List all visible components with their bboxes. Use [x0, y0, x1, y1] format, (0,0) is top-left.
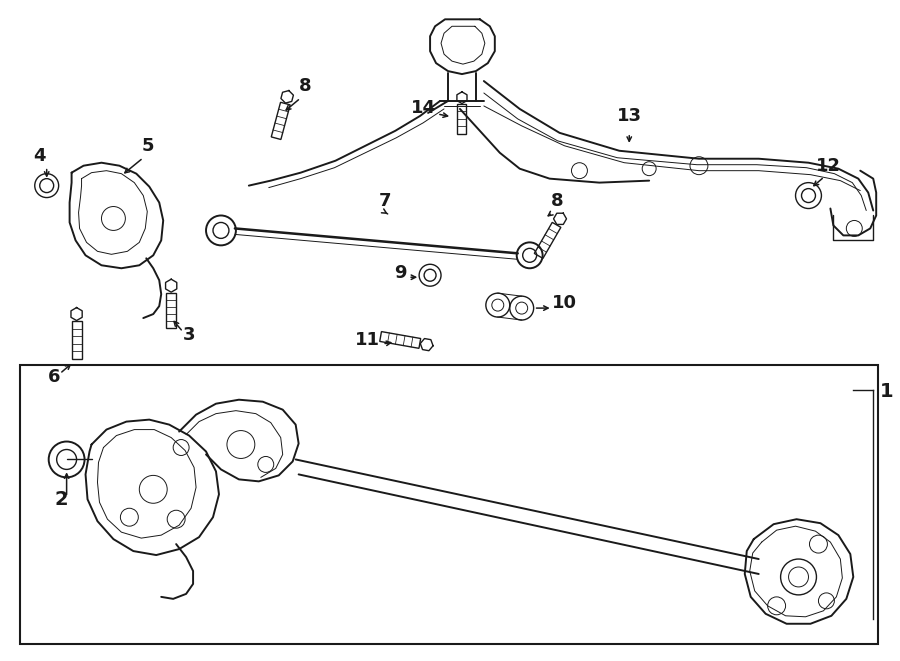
Text: 12: 12	[816, 157, 841, 175]
Text: 2: 2	[55, 490, 68, 509]
Text: 4: 4	[33, 147, 46, 165]
Text: 8: 8	[300, 77, 312, 95]
Text: 8: 8	[551, 192, 564, 210]
Text: 5: 5	[142, 137, 155, 155]
Text: 11: 11	[356, 331, 381, 349]
Text: 3: 3	[183, 326, 195, 344]
Text: 13: 13	[616, 107, 642, 125]
Text: 1: 1	[880, 382, 894, 401]
Bar	[20, 365, 878, 644]
Text: 14: 14	[411, 99, 436, 117]
Text: 10: 10	[552, 294, 577, 312]
Text: 9: 9	[394, 264, 407, 282]
Text: 6: 6	[48, 368, 60, 386]
Text: 7: 7	[379, 192, 392, 210]
